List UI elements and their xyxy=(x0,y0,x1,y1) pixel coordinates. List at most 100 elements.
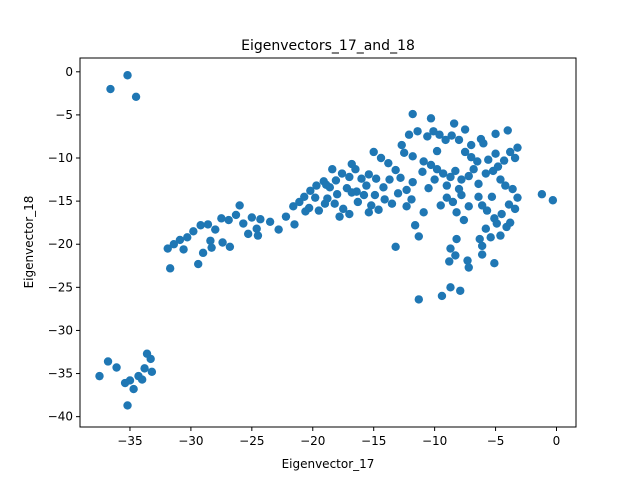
data-point xyxy=(281,212,291,221)
data-point xyxy=(414,295,423,304)
data-point xyxy=(505,218,515,227)
data-point xyxy=(239,219,248,228)
data-point xyxy=(328,165,337,174)
x-axis-ticks: −35 −30 −25 −20 −15 −10 −5 0 xyxy=(117,427,560,448)
y-tick-label: −20 xyxy=(48,237,73,251)
data-point xyxy=(362,181,371,190)
data-point xyxy=(399,148,409,158)
y-tick-label: 0 xyxy=(65,65,73,79)
data-point xyxy=(423,132,432,141)
data-point xyxy=(430,175,439,184)
data-point xyxy=(357,174,366,183)
y-tick-label: −30 xyxy=(48,323,73,337)
y-tick-label: −40 xyxy=(48,410,73,424)
data-point xyxy=(466,152,476,162)
data-point xyxy=(207,243,216,252)
data-point xyxy=(103,357,113,366)
data-point xyxy=(432,146,442,156)
data-point xyxy=(447,131,456,140)
data-point xyxy=(432,165,442,174)
data-point xyxy=(183,233,192,242)
data-point xyxy=(306,186,315,195)
data-point xyxy=(359,190,369,200)
data-point xyxy=(424,183,433,193)
data-point xyxy=(474,179,483,189)
data-point xyxy=(380,195,389,204)
data-point xyxy=(330,199,339,208)
data-point xyxy=(479,139,488,148)
data-point xyxy=(418,167,427,176)
data-point xyxy=(256,215,265,224)
data-point xyxy=(106,84,115,94)
data-point xyxy=(493,162,503,171)
data-point xyxy=(247,213,257,222)
data-point xyxy=(463,256,472,265)
data-point xyxy=(353,197,363,207)
data-point xyxy=(224,215,233,225)
data-point xyxy=(217,214,226,223)
data-point xyxy=(337,169,347,178)
data-point xyxy=(491,129,500,139)
data-point xyxy=(429,127,438,136)
data-point xyxy=(147,367,157,377)
data-point xyxy=(335,212,344,221)
data-point xyxy=(452,234,461,244)
x-tick-label: −25 xyxy=(239,434,264,448)
data-point xyxy=(369,147,378,157)
y-tick-label: −25 xyxy=(48,280,73,294)
data-point xyxy=(448,197,458,207)
data-point xyxy=(437,291,447,301)
data-point xyxy=(179,245,188,254)
data-point xyxy=(446,172,455,182)
data-point xyxy=(496,231,505,240)
data-point xyxy=(441,135,450,145)
data-point xyxy=(370,190,380,200)
data-point xyxy=(454,184,464,194)
data-point xyxy=(548,196,558,205)
data-point xyxy=(385,175,394,184)
data-point xyxy=(347,188,356,197)
data-point xyxy=(445,257,454,266)
data-point xyxy=(169,240,179,249)
data-point xyxy=(505,147,515,157)
y-axis-ticks: 0 −5 −10 −15 −20 −25 −30 −35 −40 xyxy=(48,65,80,424)
data-point xyxy=(508,184,517,194)
data-point xyxy=(376,153,386,163)
data-point xyxy=(320,199,330,208)
data-point xyxy=(442,193,452,202)
data-point xyxy=(314,206,324,215)
x-tick-label: −10 xyxy=(422,434,447,448)
x-tick-label: −20 xyxy=(300,434,325,448)
data-point xyxy=(486,233,495,242)
data-point xyxy=(466,140,476,150)
data-point xyxy=(481,224,491,233)
data-point xyxy=(503,126,512,135)
x-axis-label: Eigenvector_17 xyxy=(282,457,375,471)
y-tick-label: −15 xyxy=(48,194,73,208)
data-point xyxy=(481,169,491,178)
data-point xyxy=(464,263,473,272)
data-point xyxy=(460,125,470,134)
x-tick-label: −30 xyxy=(178,434,203,448)
data-point xyxy=(367,201,376,210)
data-point xyxy=(274,225,283,234)
data-point xyxy=(140,364,149,373)
data-point xyxy=(492,219,501,228)
data-point xyxy=(387,199,397,208)
data-point xyxy=(513,193,522,202)
data-point xyxy=(426,114,436,123)
points-layer xyxy=(95,71,558,410)
data-point xyxy=(464,171,473,181)
data-point xyxy=(513,143,522,152)
data-point xyxy=(438,169,448,178)
data-point xyxy=(129,384,138,394)
data-point xyxy=(446,244,455,253)
data-point xyxy=(510,204,520,214)
data-point xyxy=(374,205,383,214)
data-point xyxy=(451,251,460,260)
data-point xyxy=(218,238,227,247)
data-point xyxy=(125,376,135,385)
x-tick-label: −5 xyxy=(487,434,505,448)
data-point xyxy=(456,286,465,295)
x-tick-label: −15 xyxy=(361,434,386,448)
